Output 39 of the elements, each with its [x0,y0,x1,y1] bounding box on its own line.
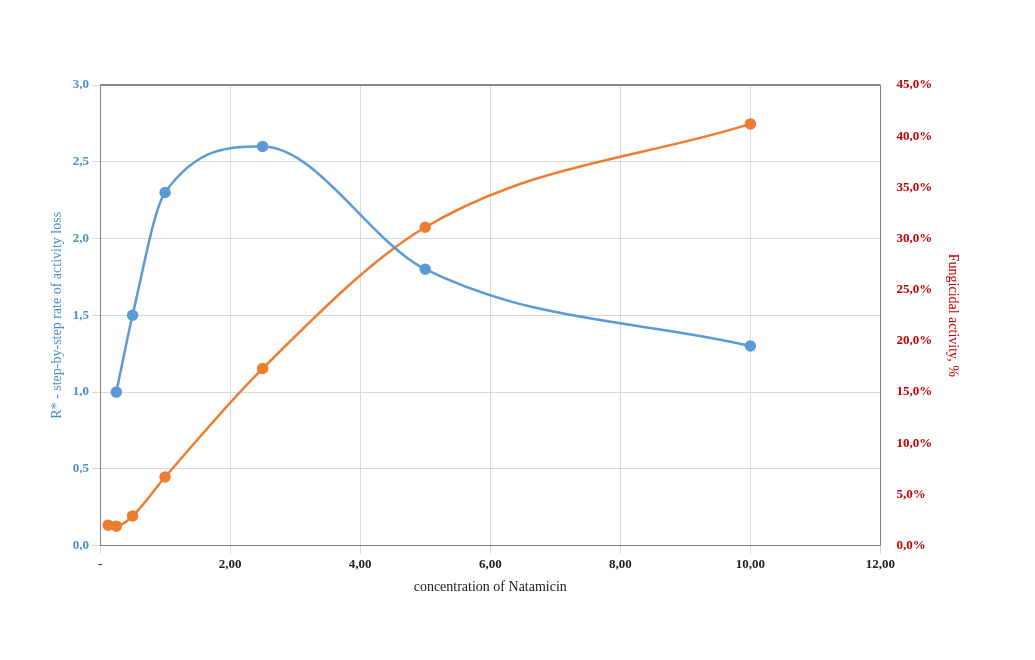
y2-axis-title: Fungicidal activity, % [945,253,961,378]
y-tick-label: 0,5 [72,460,90,476]
y-tick-label: 1,0 [72,383,90,399]
y2-tick-label: 0,0% [896,536,926,552]
x-tick-label: - [97,555,103,571]
point [126,309,139,322]
point [159,186,171,199]
x-tick-label: 2,00 [218,555,242,571]
point [419,263,431,275]
point [744,340,757,352]
y2-tick-label: 20,0% [896,332,933,348]
point [256,140,269,153]
x-axis-title: concentration of Natamicin [413,579,567,595]
y-tick-label: 2,0 [72,229,90,245]
point [126,510,139,522]
point [110,386,123,398]
y-tick-label: 1,5 [72,306,90,322]
y2-tick-label: 10,0% [896,434,933,450]
y-tick-label: 3,0 [72,76,90,92]
y-axis-title: R* - step-by-step rate of activity loss [49,211,65,419]
x-tick-label: 6,00 [478,555,502,571]
y-tick-label: 0,0 [72,536,90,552]
y2-tick-label: 15,0% [896,383,933,399]
y2-tick-label: 5,0% [896,485,926,501]
y2-tick-label: 25,0% [896,281,933,297]
point [419,221,431,234]
x-tick-label: 4,00 [348,555,372,571]
y2-tick-label: 35,0% [896,178,933,194]
point [159,471,171,483]
x-tick-label: 8,00 [608,555,632,571]
y2-tick-label: 30,0% [896,229,933,245]
point [744,118,757,130]
y2-tick-label: 40,0% [896,127,933,143]
point [110,520,123,532]
x-tick-label: 12,00 [865,555,896,571]
point [256,362,269,375]
x-tick-label: 10,00 [735,555,766,571]
y2-tick-label: 45,0% [896,76,933,92]
y-tick-label: 2,5 [72,153,90,169]
